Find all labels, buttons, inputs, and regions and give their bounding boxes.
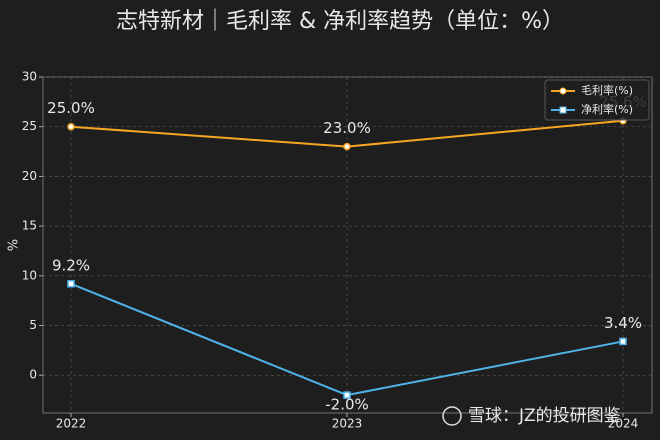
marker: [343, 142, 351, 151]
legend-label: 毛利率(%): [581, 83, 633, 97]
legend: 毛利率(%) 净利率(%): [544, 79, 650, 121]
x-tick-label: 2023: [332, 417, 363, 431]
marker: [67, 280, 75, 288]
x-tick-label: 2022: [56, 417, 87, 431]
watermark-icon: [442, 406, 462, 426]
marker: [619, 337, 627, 346]
y-tick-label: 30: [22, 70, 37, 84]
data-label: 9.2%: [52, 256, 90, 274]
y-tick-label: 5: [29, 318, 37, 332]
y-tick-label: 15: [22, 219, 37, 233]
y-tick-label: 0: [29, 368, 37, 382]
x-tick-label: 2024: [608, 417, 639, 431]
watermark-text: 雪球：JZ的投研图鉴: [468, 406, 621, 426]
watermark: 雪球：JZ的投研图鉴: [442, 406, 621, 426]
marker: [343, 391, 351, 399]
legend-label: 净利率(%): [581, 102, 633, 116]
data-label: 3.4%: [604, 314, 642, 332]
y-tick-label: 25: [22, 119, 37, 133]
data-label: 23.0%: [323, 119, 371, 137]
y-axis-label: %: [7, 239, 22, 251]
marker: [67, 122, 75, 131]
legend-marker: [559, 87, 567, 95]
y-tick-label: 20: [22, 169, 37, 183]
data-label: -2.0%: [325, 396, 369, 414]
data-label: 25.0%: [47, 99, 95, 117]
chart-title: 志特新材｜毛利率 & 净利率趋势（单位：%）: [116, 9, 564, 34]
y-tick-label: 10: [22, 268, 37, 282]
legend-marker: [559, 106, 567, 114]
